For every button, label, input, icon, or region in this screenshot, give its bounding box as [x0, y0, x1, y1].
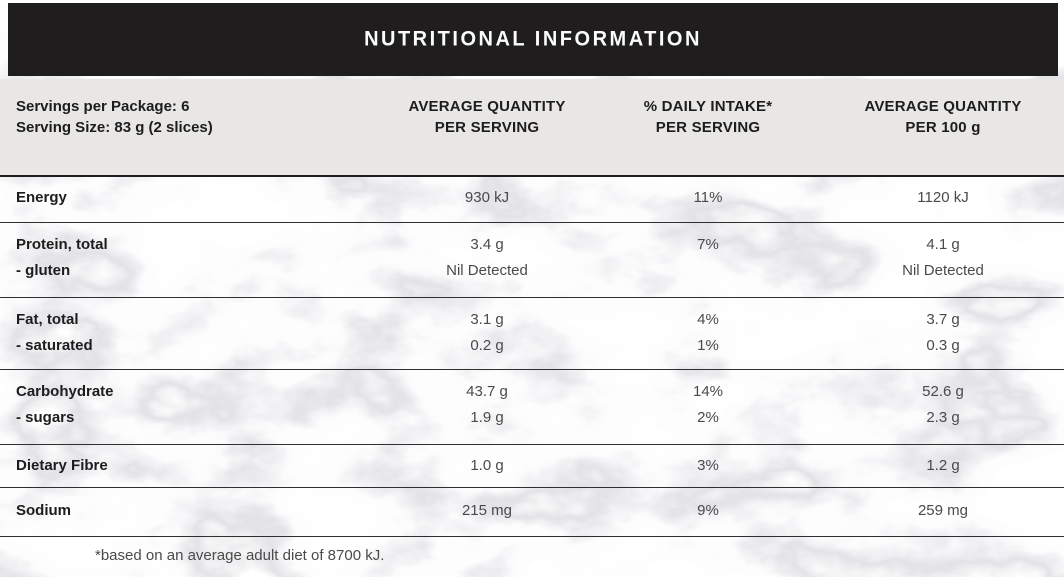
value-per-100g: Nil Detected [902, 262, 984, 279]
nutrient-row: Protein, total 3.4 g 7% 4.1 g [0, 232, 1064, 258]
nutrient-label: Energy [16, 189, 67, 206]
column-header-per-serving: AVERAGE QUANTITY PER SERVING [380, 96, 594, 175]
table-header-band: Servings per Package: 6 Serving Size: 83… [0, 79, 1064, 175]
nutrient-label: Carbohydrate [16, 383, 114, 400]
value-daily-intake: 11% [693, 189, 723, 206]
nutrient-subrow: - sugars 1.9 g 2% 2.3 g [0, 405, 1064, 431]
value-per-serving: 1.9 g [470, 409, 504, 426]
value-daily-intake: 4% [697, 311, 719, 328]
nutrient-row: Dietary Fibre 1.0 g 3% 1.2 g [0, 453, 1064, 479]
serving-info: Servings per Package: 6 Serving Size: 83… [0, 96, 380, 175]
serving-size: Serving Size: 83 g (2 slices) [16, 119, 213, 136]
value-per-100g: 1.2 g [926, 457, 960, 474]
servings-per-package: Servings per Package: 6 [16, 98, 190, 115]
value-daily-intake [594, 258, 822, 284]
value-daily-intake: 9% [697, 502, 719, 519]
value-daily-intake: 3% [697, 457, 719, 474]
panel-title: NUTRITIONAL INFORMATION [364, 27, 702, 51]
column-header-daily-intake: % DAILY INTAKE* PER SERVING [594, 96, 822, 175]
column-header-per-100g: AVERAGE QUANTITY PER 100 g [822, 96, 1064, 175]
value-daily-intake: 1% [697, 337, 719, 354]
nutrient-group-protein: Protein, total 3.4 g 7% 4.1 g - gluten N… [0, 222, 1064, 297]
nutrient-label: Dietary Fibre [16, 457, 108, 474]
nutrient-row: Energy 930 kJ 11% 1120 kJ [0, 185, 1064, 211]
value-per-serving: 3.1 g [470, 311, 504, 328]
value-per-serving: 0.2 g [470, 337, 504, 354]
value-per-100g: 2.3 g [926, 409, 960, 426]
value-per-100g: 4.1 g [926, 236, 960, 253]
value-per-100g: 259 mg [917, 502, 969, 519]
nutrient-label: - sugars [16, 409, 75, 426]
nutrient-subrow: - saturated 0.2 g 1% 0.3 g [0, 333, 1064, 359]
nutrient-row: Fat, total 3.1 g 4% 3.7 g [0, 307, 1064, 333]
nutrient-group-sodium: Sodium 215 mg 9% 259 mg [0, 487, 1064, 536]
value-per-serving: Nil Detected [446, 262, 528, 279]
value-per-serving: 3.4 g [470, 236, 504, 253]
value-daily-intake: 2% [697, 409, 719, 426]
nutrient-label: - saturated [16, 337, 93, 354]
table-bottom-rule [0, 536, 1064, 537]
column-header-line: PER SERVING [655, 119, 761, 136]
value-per-serving: 215 mg [461, 502, 513, 519]
column-header-line: AVERAGE QUANTITY [864, 98, 1022, 115]
nutrient-label: Fat, total [16, 311, 79, 328]
value-per-100g: 3.7 g [926, 311, 960, 328]
nutrition-panel: NUTRITIONAL INFORMATION Servings per Pac… [0, 3, 1064, 577]
column-header-line: PER SERVING [434, 119, 540, 136]
value-per-serving: 930 kJ [464, 189, 510, 206]
column-header-line: PER 100 g [905, 119, 981, 136]
nutrient-group-carbohydrate: Carbohydrate 43.7 g 14% 52.6 g - sugars … [0, 369, 1064, 444]
value-per-serving: 43.7 g [466, 383, 508, 400]
value-per-100g: 1120 kJ [917, 189, 969, 206]
value-daily-intake: 7% [697, 236, 719, 253]
column-header-line: AVERAGE QUANTITY [408, 98, 566, 115]
nutrition-table: Energy 930 kJ 11% 1120 kJ Protein, total… [0, 175, 1064, 537]
daily-intake-footnote: *based on an average adult diet of 8700 … [95, 547, 385, 564]
nutrient-group-energy: Energy 930 kJ 11% 1120 kJ [0, 177, 1064, 222]
nutrient-subrow: - gluten Nil Detected Nil Detected [0, 258, 1064, 284]
column-header-line: % DAILY INTAKE* [643, 98, 773, 115]
nutrient-group-fat: Fat, total 3.1 g 4% 3.7 g - saturated 0.… [0, 297, 1064, 369]
value-per-100g: 0.3 g [926, 337, 960, 354]
nutrient-row: Sodium 215 mg 9% 259 mg [0, 498, 1064, 524]
nutrient-label: Sodium [16, 502, 71, 519]
nutrient-row: Carbohydrate 43.7 g 14% 52.6 g [0, 379, 1064, 405]
nutrient-group-fibre: Dietary Fibre 1.0 g 3% 1.2 g [0, 444, 1064, 487]
value-per-serving: 1.0 g [470, 457, 504, 474]
value-per-100g: 52.6 g [922, 383, 964, 400]
nutrient-label: - gluten [16, 262, 71, 279]
value-daily-intake: 14% [692, 383, 724, 400]
nutrient-label: Protein, total [16, 236, 108, 253]
title-bar: NUTRITIONAL INFORMATION [8, 3, 1058, 76]
